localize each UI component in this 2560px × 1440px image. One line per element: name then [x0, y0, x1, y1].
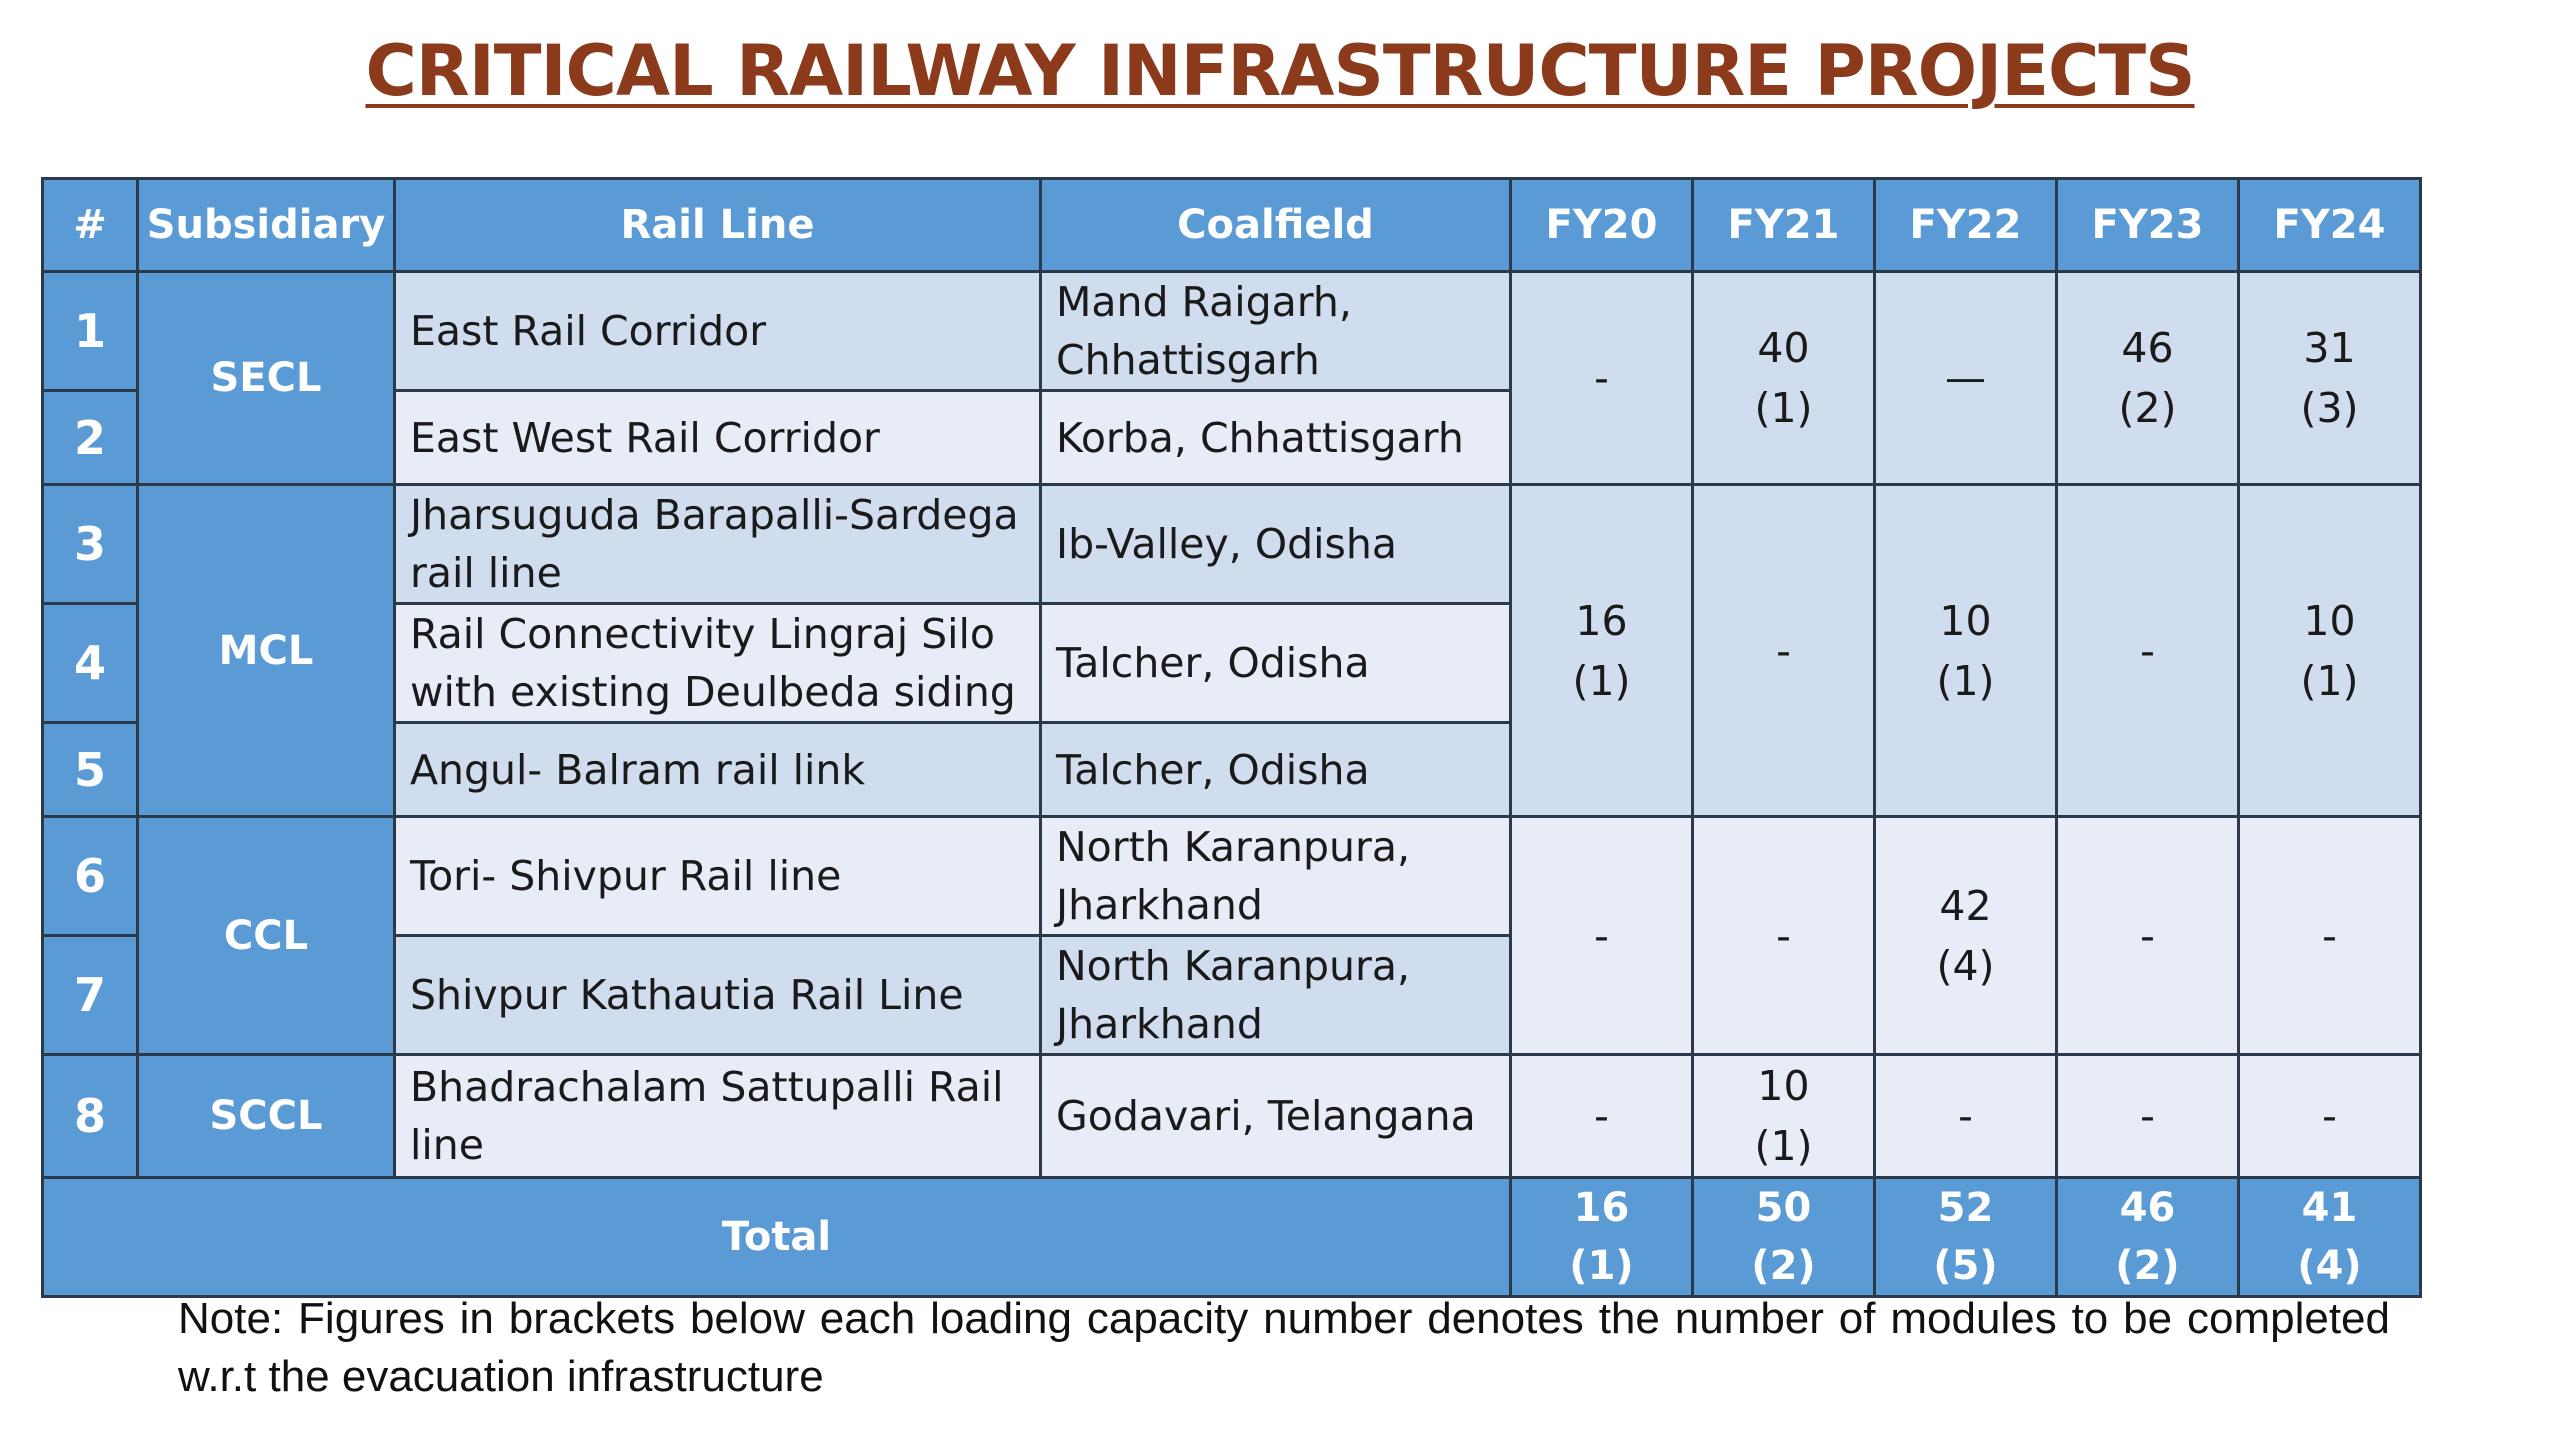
row-number: 2 — [41, 389, 139, 486]
total-fy22: 52 (5) — [1873, 1176, 2058, 1298]
secl-fy24: 31 (3) — [2237, 270, 2422, 486]
header-fy20: FY20 — [1509, 177, 1694, 273]
coalfield-cell: Korba, Chhattisgarh — [1039, 389, 1512, 486]
row-number: 7 — [41, 934, 139, 1056]
total-fy20: 16 (1) — [1509, 1176, 1694, 1298]
rail-line-cell: Angul- Balram rail link — [393, 721, 1042, 818]
sccl-fy21: 10 (1) — [1691, 1053, 1876, 1179]
row-number: 1 — [41, 270, 139, 392]
coalfield-cell: North Karanpura, Jharkhand — [1039, 934, 1512, 1056]
header-fy21: FY21 — [1691, 177, 1876, 273]
table-row: 5 Angul- Balram rail link Talcher, Odish… — [41, 721, 2421, 818]
mcl-fy24: 10 (1) — [2237, 483, 2422, 818]
table-row: 6 CCL Tori- Shivpur Rail line North Kara… — [41, 815, 2422, 1056]
coalfield-cell: North Karanpura, Jharkhand — [1039, 815, 1512, 937]
secl-fy23: 46 (2) — [2055, 270, 2240, 486]
header-fy23: FY23 — [2055, 177, 2240, 273]
rail-line-cell: East West Rail Corridor — [393, 389, 1042, 486]
header-fy24: FY24 — [2237, 177, 2422, 273]
table-row: 8 SCCL Bhadrachalam Sattupalli Rail line… — [41, 1053, 2422, 1179]
coalfield-cell: Godavari, Telangana — [1039, 1053, 1512, 1179]
coalfield-cell: Talcher, Odisha — [1039, 721, 1512, 818]
projects-table: # Subsidiary Rail Line Coalfield FY20 FY… — [41, 177, 2422, 1298]
sccl-fy20: - — [1509, 1053, 1694, 1179]
header-num: # — [41, 177, 139, 273]
total-fy21: 50 (2) — [1691, 1176, 1876, 1298]
row-number: 6 — [41, 815, 139, 937]
rail-line-cell: Tori- Shivpur Rail line — [393, 815, 1042, 937]
table-row: 4 Rail Connectivity Lingraj Silo with ex… — [41, 602, 2421, 724]
mcl-fy21: - — [1691, 483, 1876, 818]
row-number: 8 — [41, 1053, 139, 1179]
header-coalfield: Coalfield — [1039, 177, 1512, 273]
subsidiary-sccl: SCCL — [136, 1053, 396, 1179]
total-label: Total — [41, 1176, 1512, 1298]
ccl-fy21: - — [1691, 815, 1876, 1056]
mcl-fy22: 10 (1) — [1873, 483, 2058, 818]
table-row: 2 East West Rail Corridor Korba, Chhatti… — [41, 389, 2421, 486]
rail-line-cell: Rail Connectivity Lingraj Silo with exis… — [393, 602, 1042, 724]
row-number: 4 — [41, 602, 139, 724]
rail-line-cell: East Rail Corridor — [393, 270, 1042, 392]
row-number: 5 — [41, 721, 139, 818]
total-row: Total 16 (1) 50 (2) 52 (5) 46 (2) 41 (4) — [41, 1176, 2422, 1298]
header-fy22: FY22 — [1873, 177, 2058, 273]
rail-line-cell: Jharsuguda Barapalli-Sardega rail line — [393, 483, 1042, 605]
total-fy23: 46 (2) — [2055, 1176, 2240, 1298]
table-row: 7 Shivpur Kathautia Rail Line North Kara… — [41, 934, 2421, 1056]
subsidiary-secl: SECL — [136, 270, 396, 486]
ccl-fy23: - — [2055, 815, 2240, 1056]
row-number: 3 — [41, 483, 139, 605]
table-row: 3 MCL Jharsuguda Barapalli-Sardega rail … — [41, 483, 2422, 818]
rail-line-cell: Bhadrachalam Sattupalli Rail line — [393, 1053, 1042, 1179]
sccl-fy22: - — [1873, 1053, 2058, 1179]
secl-fy22: — — [1873, 270, 2058, 486]
subsidiary-ccl: CCL — [136, 815, 396, 1056]
coalfield-cell: Mand Raigarh, Chhattisgarh — [1039, 270, 1512, 392]
page-title: CRITICAL RAILWAY INFRASTRUCTURE PROJECTS — [365, 30, 2195, 112]
ccl-fy20: - — [1509, 815, 1694, 1056]
footnote: Note: Figures in brackets below each loa… — [178, 1294, 2390, 1401]
ccl-fy22: 42 (4) — [1873, 815, 2058, 1056]
subsidiary-mcl: MCL — [136, 483, 396, 818]
sccl-fy24: - — [2237, 1053, 2422, 1179]
sccl-fy23: - — [2055, 1053, 2240, 1179]
secl-fy20: - — [1509, 270, 1694, 486]
coalfield-cell: Talcher, Odisha — [1039, 602, 1512, 724]
mcl-fy23: - — [2055, 483, 2240, 818]
coalfield-cell: Ib-Valley, Odisha — [1039, 483, 1512, 605]
mcl-fy20: 16 (1) — [1509, 483, 1694, 818]
ccl-fy24: - — [2237, 815, 2422, 1056]
secl-fy21: 40 (1) — [1691, 270, 1876, 486]
header-rail-line: Rail Line — [393, 177, 1042, 273]
header-row: # Subsidiary Rail Line Coalfield FY20 FY… — [41, 177, 2422, 273]
rail-line-cell: Shivpur Kathautia Rail Line — [393, 934, 1042, 1056]
total-fy24: 41 (4) — [2237, 1176, 2422, 1298]
table-row: 1 SECL East Rail Corridor Mand Raigarh, … — [41, 270, 2422, 486]
header-subsidiary: Subsidiary — [136, 177, 396, 273]
